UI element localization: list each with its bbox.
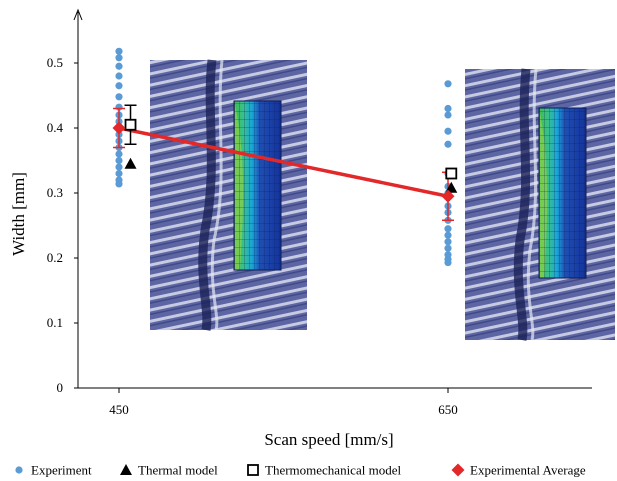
- experiment-point: [115, 54, 123, 62]
- y-tick-label: 0.1: [47, 315, 63, 330]
- legend-item: Experimental Average: [451, 463, 586, 478]
- y-ticks: 0 0.1 0.2 0.3 0.4 0.5: [47, 55, 78, 395]
- experiment-point: [444, 104, 452, 113]
- x-axis-title: Scan speed [mm/s]: [264, 430, 393, 449]
- experiment-point: [115, 93, 123, 101]
- experiment-point: [444, 238, 452, 246]
- legend-marker-square-open-icon: [247, 464, 259, 476]
- experiment-point: [115, 163, 123, 171]
- experiment-point: [444, 225, 452, 233]
- experiment-point: [444, 258, 452, 267]
- y-tick-label: 0.4: [47, 120, 64, 135]
- x-ticks: 450 650: [109, 388, 458, 417]
- micrograph-inset-650: [465, 68, 615, 341]
- chart-marks: [112, 47, 458, 267]
- legend-item: Experiment: [15, 463, 92, 478]
- experimental-average-point: [112, 121, 126, 135]
- y-axis-arrow-icon: [73, 8, 83, 21]
- thermomechanical-model-point: [124, 118, 137, 131]
- experiment-point: [115, 47, 123, 55]
- experiment-point: [115, 150, 123, 158]
- thermal-model-point: [124, 157, 137, 169]
- legend-marker-diamond-icon: [451, 463, 465, 477]
- experiment-point: [115, 169, 123, 178]
- y-tick-label: 0.5: [47, 55, 63, 70]
- x-tick-label: 650: [438, 402, 458, 417]
- x-tick-label: 450: [109, 402, 129, 417]
- micrograph-inset-450: [150, 59, 307, 331]
- experiment-point: [115, 156, 123, 165]
- y-axis-title: Width [mm]: [9, 172, 28, 256]
- legend-label: Experiment: [31, 463, 92, 478]
- melt-pool-simulation-450: [233, 100, 282, 271]
- legend-item: Thermomechanical model: [247, 463, 401, 478]
- y-tick-label: 0.2: [47, 250, 63, 265]
- legend-marker-circle-icon: [15, 466, 23, 474]
- legend-marker-triangle-icon: [120, 464, 132, 475]
- y-tick-label: 0: [57, 380, 64, 395]
- experiment-point: [444, 140, 452, 148]
- thermomechanical-model-point: [445, 167, 458, 180]
- experiment-point: [115, 82, 123, 90]
- experiment-point: [115, 180, 123, 188]
- experiment-point: [444, 127, 452, 135]
- legend-label: Thermomechanical model: [265, 463, 401, 478]
- experiment-point: [115, 72, 123, 80]
- experimental-average-point: [441, 189, 455, 203]
- experiment-point: [444, 231, 452, 239]
- experiment-point: [444, 244, 452, 252]
- experiment-point: [444, 80, 452, 88]
- experimental-average-line: [118, 126, 449, 198]
- legend-label: Thermal model: [138, 463, 218, 478]
- experiment-point: [444, 111, 452, 119]
- legend-label: Experimental Average: [470, 463, 586, 478]
- legend-item: Thermal model: [120, 463, 218, 478]
- melt-pool-simulation-650: [538, 107, 587, 279]
- experiment-point: [115, 62, 123, 70]
- y-tick-label: 0.3: [47, 185, 63, 200]
- legend: Experiment Thermal model Thermomechanical …: [15, 463, 586, 478]
